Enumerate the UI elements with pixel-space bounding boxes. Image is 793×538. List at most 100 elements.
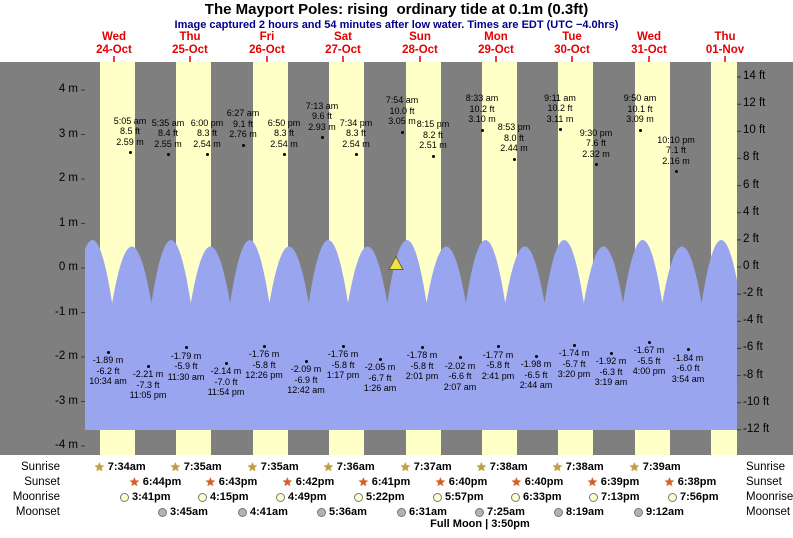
- low-tide-height-ft: -6.7 ft: [368, 372, 392, 383]
- low-tide-height-m: -2.05 m: [364, 362, 396, 373]
- sunset-time: 6:43pm: [218, 476, 258, 488]
- high-tide-annotation: 10:10 pm 7.1 ft 2.16 m: [646, 135, 706, 167]
- high-tide-time: 8:33 am: [465, 93, 499, 104]
- moonrise-moon-icon: [198, 492, 207, 502]
- low-tide-annotation: -1.76 m -5.8 ft 12:26 pm: [234, 349, 294, 381]
- row-label-right-moonrise: Moonrise: [746, 491, 793, 503]
- sunset-star-icon: ★: [587, 475, 598, 489]
- page-title: The Mayport Poles: rising ordinary tide …: [204, 1, 589, 18]
- high-tide-annotation: 8:33 am 10.2 ft 3.10 m: [452, 93, 512, 125]
- meter-axis-label: -3 m: [55, 394, 78, 407]
- day-name: Thu: [714, 31, 736, 43]
- sunrise-star-icon: ★: [323, 460, 334, 474]
- sunrise-event: ★ 7:39am: [629, 460, 681, 474]
- day-name: Tue: [562, 31, 582, 43]
- low-tide-annotation: -1.84 m -6.0 ft 3:54 am: [658, 353, 718, 385]
- day-label: Wed 24-Oct: [76, 31, 152, 56]
- moonset-event: 8:19am: [554, 505, 604, 519]
- day-date: 01-Nov: [705, 43, 745, 56]
- low-tide-time: 12:26 pm: [245, 370, 283, 381]
- moonset-event: 6:31am: [397, 505, 447, 519]
- low-tide-height-m: -1.76 m: [327, 349, 359, 360]
- low-tide-height-m: -1.92 m: [595, 356, 627, 367]
- day-name: Wed: [636, 31, 662, 43]
- low-tide-time: 1:26 am: [363, 383, 397, 394]
- low-tide-height-ft: -6.2 ft: [96, 365, 120, 376]
- row-label-right-sunrise: Sunrise: [746, 461, 785, 473]
- low-tide-dot: [106, 350, 110, 354]
- moonrise-time: 4:15pm: [210, 491, 249, 503]
- high-tide-dot: [205, 153, 209, 157]
- meter-axis-label: -4 m: [55, 439, 78, 451]
- high-tide-height-m: 2.55 m: [154, 138, 182, 149]
- sunrise-star-icon: ★: [247, 460, 258, 474]
- moonset-time: 5:36am: [329, 506, 367, 518]
- day-label: Wed 31-Oct: [611, 31, 687, 56]
- low-tide-dot: [420, 345, 424, 349]
- moonset-event: 7:25am: [475, 505, 525, 519]
- moonset-event: 5:36am: [317, 505, 367, 519]
- high-tide-height-m: 3.10 m: [468, 114, 496, 125]
- high-tide-dot: [354, 153, 358, 157]
- moonrise-event: 5:57pm: [433, 490, 484, 504]
- low-tide-dot: [184, 346, 188, 350]
- high-tide-time: 5:35 am: [151, 117, 185, 128]
- moonrise-time: 5:22pm: [366, 491, 405, 503]
- high-tide-time: 7:34 pm: [339, 117, 373, 128]
- day-date: 30-Oct: [554, 43, 590, 56]
- low-tide-time: 2:44 am: [519, 380, 553, 391]
- high-tide-time: 8:53 pm: [497, 122, 531, 133]
- high-tide-height-m: 2.54 m: [193, 138, 221, 149]
- row-label-left-sunrise: Sunrise: [21, 461, 60, 473]
- high-tide-time: 9:50 am: [623, 93, 657, 104]
- low-tide-dot: [572, 343, 576, 347]
- low-tide-dot: [647, 340, 651, 344]
- sunset-time: 6:39pm: [600, 476, 640, 488]
- day-name: Fri: [259, 31, 275, 43]
- low-tide-annotation: -1.74 m -5.7 ft 3:20 pm: [544, 348, 604, 380]
- sunset-event: ★ 6:43pm: [205, 475, 257, 489]
- low-tide-height-m: -1.76 m: [248, 349, 280, 360]
- high-tide-annotation: 8:53 pm 8.0 ft 2.44 m: [484, 122, 544, 154]
- low-tide-height-m: -1.79 m: [170, 350, 202, 361]
- sunrise-event: ★ 7:34am: [94, 460, 146, 474]
- high-tide-time: 7:13 am: [305, 100, 339, 111]
- low-tide-annotation: -1.92 m -6.3 ft 3:19 am: [581, 356, 641, 388]
- day-name: Wed: [101, 31, 127, 43]
- day-name: Sat: [334, 31, 352, 43]
- moonset-time: 3:45am: [170, 506, 208, 518]
- sunset-star-icon: ★: [282, 475, 293, 489]
- low-tide-time: 2:01 pm: [405, 371, 439, 382]
- high-tide-annotation: 7:34 pm 8.3 ft 2.54 m: [326, 118, 386, 150]
- sunset-time: 6:44pm: [142, 476, 182, 488]
- day-date: 29-Oct: [478, 43, 514, 56]
- high-tide-height-m: 3.09 m: [626, 114, 654, 125]
- low-tide-annotation: -2.21 m -7.3 ft 11:05 pm: [118, 369, 178, 401]
- high-tide-annotation: 7:13 am 9.6 ft 2.93 m: [292, 101, 352, 133]
- sunrise-time: 7:37am: [413, 461, 452, 473]
- moonrise-event: 5:22pm: [354, 490, 405, 504]
- high-tide-dot: [128, 151, 132, 155]
- low-tide-annotation: -2.02 m -6.6 ft 2:07 am: [430, 361, 490, 393]
- sunrise-event: ★ 7:38am: [552, 460, 604, 474]
- high-tide-height-m: 2.54 m: [342, 138, 370, 149]
- feet-axis-label: 2 ft: [743, 232, 759, 245]
- high-tide-height-m: 2.32 m: [582, 148, 610, 159]
- moonset-time: 8:19am: [566, 506, 604, 518]
- tide-wave: [85, 240, 737, 430]
- moonrise-event: 4:49pm: [276, 490, 327, 504]
- moonrise-moon-icon: [589, 492, 598, 502]
- row-label-right-moonset: Moonset: [746, 506, 791, 518]
- high-tide-height-ft: 10.2 ft: [469, 103, 495, 114]
- day-label: Thu 01-Nov: [687, 31, 763, 56]
- low-tide-height-m: -1.67 m: [633, 345, 665, 356]
- day-date: 24-Oct: [96, 43, 132, 56]
- sunrise-time: 7:34am: [107, 461, 146, 473]
- high-tide-height-ft: 8.3 ft: [345, 128, 366, 139]
- high-tide-annotation: 8:15 pm 8.2 ft 2.51 m: [403, 119, 463, 151]
- sunset-event: ★ 6:39pm: [587, 475, 639, 489]
- feet-axis-label: -10 ft: [743, 395, 770, 408]
- high-tide-time: 5:05 am: [113, 115, 147, 126]
- feet-axis-label: -2 ft: [743, 287, 763, 300]
